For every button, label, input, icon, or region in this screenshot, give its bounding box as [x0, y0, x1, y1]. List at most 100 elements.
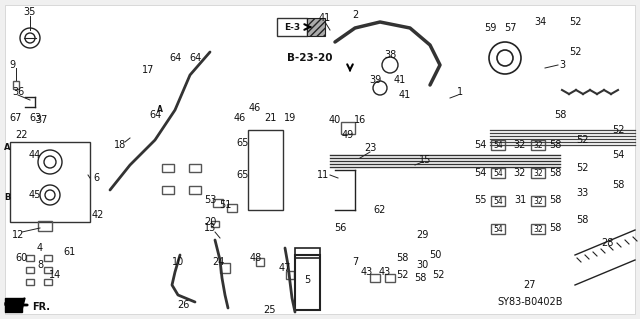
Bar [491, 140, 505, 150]
Text: 58: 58 [554, 110, 566, 120]
Text: 39: 39 [369, 75, 381, 85]
Bar [370, 274, 380, 282]
Text: 52: 52 [432, 270, 444, 280]
Text: 27: 27 [524, 280, 536, 290]
Text: 62: 62 [374, 205, 386, 215]
Bar [213, 199, 223, 207]
Bar [385, 274, 395, 282]
Text: 37: 37 [36, 115, 48, 125]
Text: 35: 35 [24, 7, 36, 17]
Text: 64: 64 [149, 110, 161, 120]
Text: 8: 8 [37, 260, 43, 270]
Text: 46: 46 [234, 113, 246, 123]
Text: 19: 19 [284, 113, 296, 123]
Text: 52: 52 [569, 17, 581, 27]
Text: 52: 52 [396, 270, 408, 280]
Bar [162, 164, 174, 172]
Text: 32: 32 [533, 197, 543, 205]
Text: 26: 26 [177, 300, 189, 310]
Text: A: A [4, 144, 10, 152]
Text: 41: 41 [319, 13, 331, 23]
Text: 41: 41 [394, 75, 406, 85]
Text: 38: 38 [384, 50, 396, 60]
Text: 58: 58 [414, 273, 426, 283]
Text: B: B [4, 194, 10, 203]
Text: 44: 44 [29, 150, 41, 160]
Text: 52: 52 [576, 163, 588, 173]
Text: 32: 32 [533, 140, 543, 150]
Text: 45: 45 [29, 190, 41, 200]
Text: 25: 25 [264, 305, 276, 315]
Text: 52: 52 [569, 47, 581, 57]
Text: 51: 51 [219, 200, 231, 210]
Text: 22: 22 [16, 130, 28, 140]
Bar [248, 130, 283, 210]
Text: 43: 43 [361, 267, 373, 277]
Text: 47: 47 [279, 263, 291, 273]
Bar [162, 186, 174, 194]
Text: 4: 4 [37, 243, 43, 253]
Text: FR.: FR. [32, 302, 50, 312]
Bar [44, 279, 52, 285]
Text: 12: 12 [12, 230, 24, 240]
Text: 18: 18 [114, 140, 126, 150]
Text: 65: 65 [237, 170, 249, 180]
Bar [341, 122, 355, 134]
Text: 2: 2 [352, 10, 358, 20]
Text: 46: 46 [249, 103, 261, 113]
Text: 32: 32 [514, 140, 526, 150]
Text: 24: 24 [212, 257, 224, 267]
Bar [211, 221, 219, 227]
Text: 54: 54 [493, 197, 503, 205]
Text: 21: 21 [264, 113, 276, 123]
Bar [531, 196, 545, 206]
Text: 6: 6 [93, 173, 99, 183]
Text: 52: 52 [576, 135, 588, 145]
Text: 57: 57 [504, 23, 516, 33]
Text: 15: 15 [419, 155, 431, 165]
Text: 61: 61 [64, 247, 76, 257]
Text: 10: 10 [172, 257, 184, 267]
Text: 17: 17 [142, 65, 154, 75]
Bar [220, 263, 230, 273]
Text: 65: 65 [237, 138, 249, 148]
Text: 60: 60 [16, 253, 28, 263]
Text: 28: 28 [601, 238, 613, 248]
Text: SY83-B0402B: SY83-B0402B [497, 297, 563, 307]
Text: 49: 49 [342, 130, 354, 140]
Text: 58: 58 [549, 140, 561, 150]
Bar [26, 267, 34, 273]
Bar [286, 271, 294, 279]
Text: 52: 52 [612, 125, 624, 135]
Text: 64: 64 [189, 53, 201, 63]
Text: 16: 16 [354, 115, 366, 125]
Text: 3: 3 [559, 60, 565, 70]
Text: 23: 23 [364, 143, 376, 153]
Bar [10, 142, 90, 222]
Text: 7: 7 [352, 257, 358, 267]
Bar [189, 164, 201, 172]
Text: 36: 36 [12, 87, 24, 97]
Text: 34: 34 [534, 17, 546, 27]
Text: 48: 48 [250, 253, 262, 263]
Text: 30: 30 [416, 260, 428, 270]
Bar [13, 81, 19, 89]
Bar [44, 267, 52, 273]
Bar [307, 18, 325, 36]
Bar [189, 186, 201, 194]
Text: 11: 11 [317, 170, 329, 180]
Text: 20: 20 [204, 217, 216, 227]
Text: 41: 41 [399, 90, 411, 100]
Text: 64: 64 [169, 53, 181, 63]
Bar [44, 255, 52, 261]
Text: 40: 40 [329, 115, 341, 125]
Text: 5: 5 [304, 275, 310, 285]
Text: 58: 58 [576, 215, 588, 225]
Text: 29: 29 [416, 230, 428, 240]
Bar [531, 224, 545, 234]
Bar [26, 279, 34, 285]
Bar [531, 140, 545, 150]
Polygon shape [5, 298, 22, 312]
Text: 43: 43 [379, 267, 391, 277]
Bar [227, 204, 237, 212]
